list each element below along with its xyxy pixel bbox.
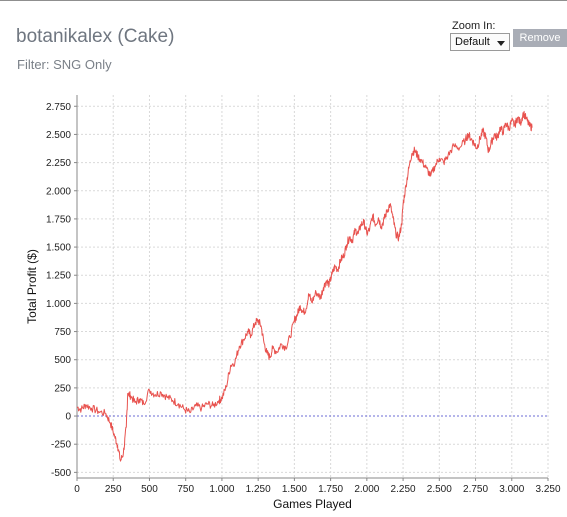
- y-tick-label: 2.000: [46, 186, 71, 197]
- chart-ticks: 0 250 500 750 1.000 1.250 1.500 1.750 2.000 2.250…: [46, 102, 561, 495]
- x-tick-label: 750: [177, 484, 194, 495]
- series-line: [76, 110, 533, 462]
- x-tick-label: 1.250: [246, 484, 271, 495]
- y-tick-label: -250: [51, 440, 71, 451]
- y-tick-label: 1.000: [46, 299, 71, 310]
- y-tick-label: -500: [51, 468, 71, 479]
- y-axis-title: Total Profit ($): [25, 249, 39, 324]
- x-tick-label: 2.000: [354, 484, 379, 495]
- x-tick-label: 3.250: [535, 484, 560, 495]
- top-rule: [0, 0, 567, 1]
- chart-series: [76, 110, 533, 462]
- x-tick-label: 3.000: [499, 484, 524, 495]
- x-tick-label: 2.750: [463, 484, 488, 495]
- y-tick-label: 250: [54, 383, 71, 394]
- y-tick-label: 2.500: [46, 130, 71, 141]
- x-tick-label: 0: [74, 484, 80, 495]
- y-tick-label: 2.250: [46, 158, 71, 169]
- x-tick-label: 1.750: [318, 484, 343, 495]
- chart-axes: [76, 95, 548, 479]
- zoom-select-value: Default: [455, 36, 490, 48]
- remove-button[interactable]: Remove: [513, 29, 567, 47]
- x-tick-label: 2.250: [391, 484, 416, 495]
- plot-background: [77, 95, 548, 478]
- y-tick-label: 1.750: [46, 214, 71, 225]
- zoom-select[interactable]: Default: [450, 33, 510, 51]
- filter-label: Filter: SNG Only: [17, 57, 112, 72]
- chevron-down-icon: [497, 41, 505, 46]
- x-tick-label: 250: [105, 484, 122, 495]
- y-tick-label: 0: [65, 412, 71, 423]
- zoom-in-label: Zoom In:: [452, 20, 496, 32]
- page-title: botanikalex (Cake): [16, 26, 175, 47]
- x-tick-label: 500: [141, 484, 158, 495]
- x-tick-label: 1.000: [209, 484, 234, 495]
- x-tick-label: 2.500: [427, 484, 452, 495]
- y-tick-label: 1.500: [46, 243, 71, 254]
- y-tick-label: 1.250: [46, 271, 71, 282]
- y-tick-label: 2.750: [46, 102, 71, 113]
- x-tick-label: 1.500: [282, 484, 307, 495]
- y-tick-label: 750: [54, 327, 71, 338]
- y-tick-label: 500: [54, 355, 71, 366]
- x-axis-title: Games Played: [273, 497, 352, 511]
- chart-grid: [77, 95, 549, 478]
